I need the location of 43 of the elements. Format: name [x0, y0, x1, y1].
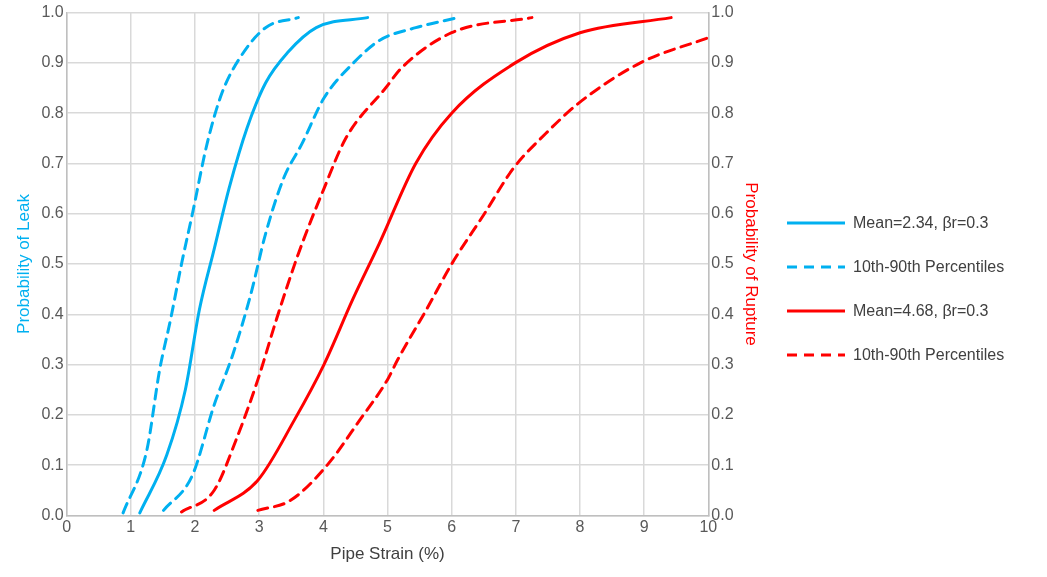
legend-label: 10th-90th Percentiles [853, 257, 1005, 276]
y-tick-label: 0.1 [41, 455, 64, 473]
y2-tick-label: 0.3 [711, 354, 734, 372]
line-series [212, 16, 673, 512]
x-tick-label: 4 [318, 518, 328, 536]
line-series [180, 16, 534, 514]
y-tick-label: 0.9 [41, 53, 64, 71]
y2-tick-label: 0.4 [711, 304, 734, 322]
line-series [256, 36, 709, 512]
y-axis-title: Probability of Leak [13, 193, 33, 334]
y-tick-label: 0.3 [41, 354, 64, 372]
x-tick-label: 7 [511, 518, 521, 536]
y2-tick-label: 0.1 [711, 455, 734, 473]
x-tick-label: 8 [575, 518, 585, 536]
line-series [121, 16, 300, 515]
y-tick-label: 1.0 [41, 3, 64, 21]
y-tick-label: 0.7 [41, 153, 64, 171]
y-tick-label: 0.5 [41, 254, 64, 272]
y2-tick-label: 1.0 [711, 3, 734, 21]
x-tick-label: 1 [126, 518, 136, 536]
y-tick-label: 0.0 [41, 505, 64, 523]
y-tick-label: 0.2 [41, 405, 64, 423]
x-tick-label: 2 [190, 518, 200, 536]
y2-tick-label: 0.9 [711, 53, 734, 71]
legend-label: 10th-90th Percentiles [853, 345, 1005, 364]
y-tick-label: 0.4 [41, 304, 64, 322]
y-tick-label: 0.6 [41, 204, 64, 222]
y2-axis-title: Probability of Rupture [742, 182, 762, 346]
y2-tick-label: 0.8 [711, 103, 734, 121]
legend-label: Mean=4.68, βr=0.3 [853, 301, 989, 320]
x-tick-label: 3 [254, 518, 264, 536]
y2-tick-label: 0.5 [711, 254, 734, 272]
x-tick-label: 0 [62, 518, 72, 536]
y2-tick-label: 0.7 [711, 153, 734, 171]
y2-tick-label: 0.6 [711, 204, 734, 222]
y2-tick-label: 0.2 [711, 405, 734, 423]
y-tick-label: 0.8 [41, 103, 64, 121]
x-tick-label: 6 [447, 518, 457, 536]
line-series [138, 16, 370, 515]
x-tick-label: 9 [639, 518, 649, 536]
x-axis-title: Pipe Strain (%) [330, 544, 445, 564]
x-tick-label: 5 [383, 518, 393, 536]
legend-label: Mean=2.34, βr=0.3 [853, 213, 989, 232]
